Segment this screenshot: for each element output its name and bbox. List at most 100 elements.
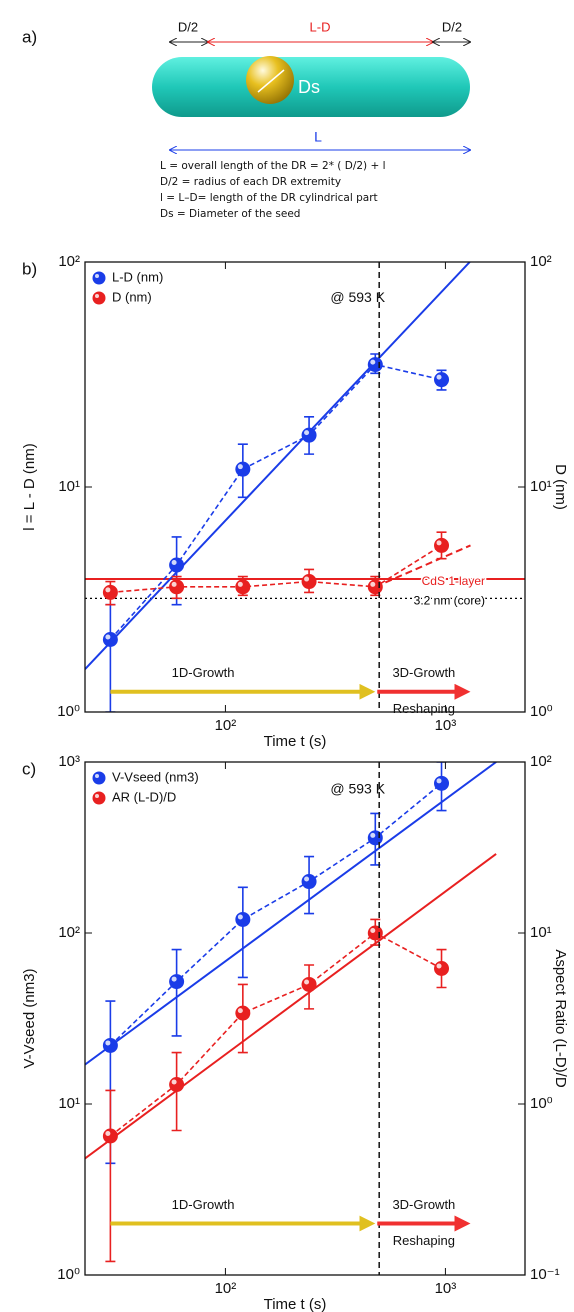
data-point — [367, 579, 383, 595]
error-bar — [237, 886, 248, 979]
data-point — [169, 1077, 185, 1093]
highlight — [370, 928, 376, 933]
highlight — [95, 774, 99, 778]
highlight — [105, 1040, 111, 1046]
highlight — [237, 464, 243, 470]
highlight — [95, 274, 99, 278]
data-point — [235, 911, 251, 927]
data-point — [301, 874, 317, 890]
highlight — [436, 778, 442, 784]
fit-line — [85, 262, 471, 670]
data-point — [235, 461, 251, 477]
highlight — [436, 540, 442, 546]
definition: D/2 = radius of each DR extremity — [160, 176, 341, 188]
segment-label: D/2 — [442, 19, 462, 34]
x-axis-label: Time t (s) — [264, 733, 327, 750]
y2-tick-label: 10⁻¹ — [530, 1266, 560, 1283]
data-point — [235, 579, 251, 595]
highlight — [237, 581, 243, 587]
x-tick-label: 10³ — [435, 717, 457, 734]
x-axis-label: Time t (s) — [264, 1296, 327, 1312]
y-tick-label: 10⁰ — [57, 1266, 80, 1283]
arrow-label: 3D-Growth — [392, 1197, 455, 1212]
fit-line — [374, 544, 471, 588]
definition: Ds = Diameter of the seed — [160, 208, 300, 220]
highlight — [436, 963, 442, 969]
highlight — [171, 1079, 177, 1085]
segment-label: L-D — [310, 19, 331, 34]
error-bar — [171, 948, 182, 1037]
highlight — [304, 576, 310, 582]
data-line — [109, 363, 442, 641]
chart: c) 10⁰ 10¹ 10² 10³ 10⁻¹ 10⁰ 10¹ 10² 10² 10³ Time t … — [21, 753, 569, 1312]
data-point — [235, 1005, 251, 1021]
arrow-label: 1D-Growth — [172, 1197, 235, 1212]
legend-label: L-D (nm) — [112, 269, 163, 284]
y2-tick-label: 10² — [530, 253, 552, 270]
y2-tick-label: 10² — [530, 753, 552, 770]
plot-frame — [84, 261, 526, 713]
data-point — [434, 537, 450, 553]
seed-label: Ds — [298, 77, 320, 97]
segment-label: D/2 — [178, 19, 198, 34]
highlight — [171, 581, 177, 587]
y2-tick-label: 10¹ — [530, 924, 552, 941]
diagram: a) D/2 L-D D/2 Ds L L = overall length o… — [22, 19, 470, 220]
y-tick-label: 10³ — [58, 753, 80, 770]
data-point — [169, 579, 185, 595]
error-bar — [105, 603, 116, 712]
y2-tick-label: 10⁰ — [530, 703, 553, 720]
data-point — [102, 1037, 118, 1053]
legend-marker — [92, 291, 106, 305]
y2-axis-label: Aspect Ratio (L-D)/D — [552, 949, 569, 1088]
length-label: L — [314, 129, 322, 145]
data-point — [301, 427, 317, 443]
arrow-sublabel: Reshaping — [393, 701, 455, 716]
highlight — [436, 374, 442, 380]
data-point — [301, 976, 317, 992]
legend-label: V-Vseed (nm3) — [112, 769, 199, 784]
x-tick-label: 10² — [215, 1280, 237, 1297]
data-point — [367, 357, 383, 373]
legend-marker — [92, 271, 106, 285]
y-axis-label: V-Vseed (nm3) — [21, 968, 38, 1068]
data-point — [367, 830, 383, 846]
y-tick-label: 10⁰ — [57, 703, 80, 720]
highlight — [95, 794, 99, 798]
data-point — [434, 961, 450, 977]
arrow-label: 3D-Growth — [392, 665, 455, 680]
data-line — [110, 544, 442, 594]
highlight — [370, 832, 376, 838]
data-point — [367, 925, 383, 941]
legend-label: AR (L-D)/D — [112, 789, 176, 804]
fit-line — [85, 853, 497, 1160]
reference-label: CdS 1-layer — [422, 574, 485, 588]
data-point — [102, 584, 118, 600]
highlight — [304, 876, 310, 882]
legend-marker — [92, 791, 106, 805]
highlight — [171, 560, 177, 566]
highlight — [105, 587, 111, 593]
seed — [246, 56, 294, 104]
arrow-label: 1D-Growth — [172, 665, 235, 680]
data-line — [109, 932, 442, 1137]
y-tick-label: 10¹ — [58, 1095, 80, 1112]
highlight — [237, 1008, 243, 1014]
chart: b) 10⁰ 10¹ 10² 10⁰ 10¹ 10² 10² 10³ Time t (s) l = … — [21, 253, 569, 750]
highlight — [304, 979, 310, 985]
highlight — [370, 581, 376, 587]
y-tick-label: 10¹ — [58, 478, 80, 495]
panel-label: a) — [22, 27, 37, 46]
legend-label: D (nm) — [112, 289, 152, 304]
legend-marker — [92, 771, 106, 785]
data-point — [434, 372, 450, 388]
arrow-sublabel: Reshaping — [393, 1233, 455, 1248]
y-tick-label: 10² — [58, 253, 80, 270]
highlight — [105, 634, 111, 640]
highlight — [95, 294, 99, 298]
highlight — [105, 1130, 111, 1136]
definition: l = L–D= length of the DR cylindrical pa… — [160, 192, 378, 204]
panel-label: c) — [22, 759, 36, 778]
nanorod — [152, 57, 470, 117]
